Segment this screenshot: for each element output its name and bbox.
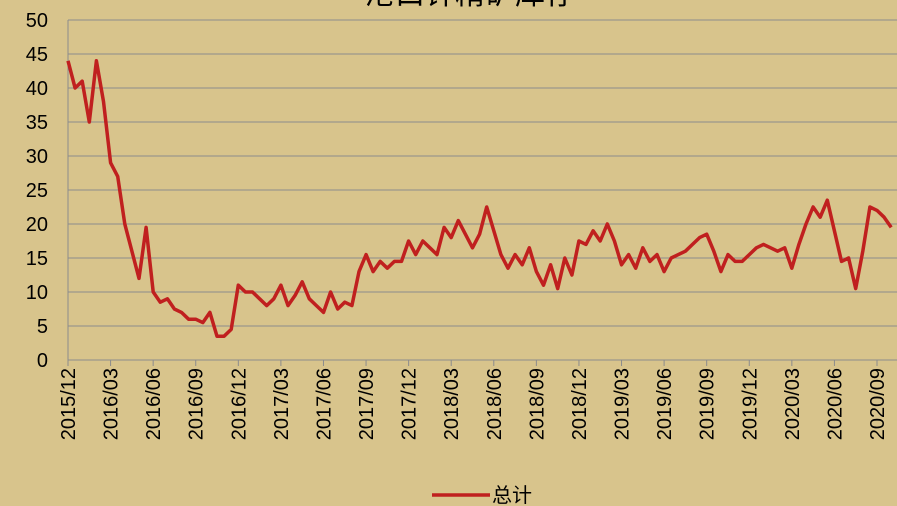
y-tick-label: 20 xyxy=(26,214,48,236)
y-tick-label: 40 xyxy=(26,78,48,100)
x-tick-label: 2016/03 xyxy=(101,368,123,440)
y-tick-label: 45 xyxy=(26,44,48,66)
x-tick-label: 2016/09 xyxy=(186,368,208,440)
x-tick-label: 2020/06 xyxy=(824,368,846,440)
y-tick-label: 5 xyxy=(37,316,48,338)
y-tick-label: 25 xyxy=(26,180,48,202)
x-tick-label: 2018/12 xyxy=(569,368,591,440)
x-tick-label: 2017/03 xyxy=(271,368,293,440)
y-tick-label: 0 xyxy=(37,350,48,372)
x-tick-label: 2017/06 xyxy=(313,368,335,440)
data-line xyxy=(66,59,893,338)
y-tick-label: 10 xyxy=(26,282,48,304)
x-tick-label: 2019/09 xyxy=(697,368,719,440)
y-tick-label: 50 xyxy=(26,10,48,32)
x-tick-label: 2017/09 xyxy=(356,368,378,440)
x-tick-label: 2018/03 xyxy=(441,368,463,440)
y-tick-label: 15 xyxy=(26,248,48,270)
x-tick-label: 2020/09 xyxy=(867,368,889,440)
x-tick-label: 2016/12 xyxy=(228,368,250,440)
x-tick-label: 2015/12 xyxy=(58,368,80,440)
x-tick-label: 2016/06 xyxy=(143,368,165,440)
x-tick-label: 2020/03 xyxy=(782,368,804,440)
x-tick-label: 2018/09 xyxy=(526,368,548,440)
chart-title: 港口锌精矿库存 xyxy=(365,0,575,12)
y-tick-label: 30 xyxy=(26,146,48,168)
legend-label: 总计 xyxy=(492,484,532,506)
x-tick-label: 2018/06 xyxy=(484,368,506,440)
x-tick-label: 2019/12 xyxy=(739,368,761,440)
y-tick-label: 35 xyxy=(26,112,48,134)
x-tick-label: 2019/03 xyxy=(612,368,634,440)
x-tick-label: 2017/12 xyxy=(399,368,421,440)
x-tick-label: 2019/06 xyxy=(654,368,676,440)
